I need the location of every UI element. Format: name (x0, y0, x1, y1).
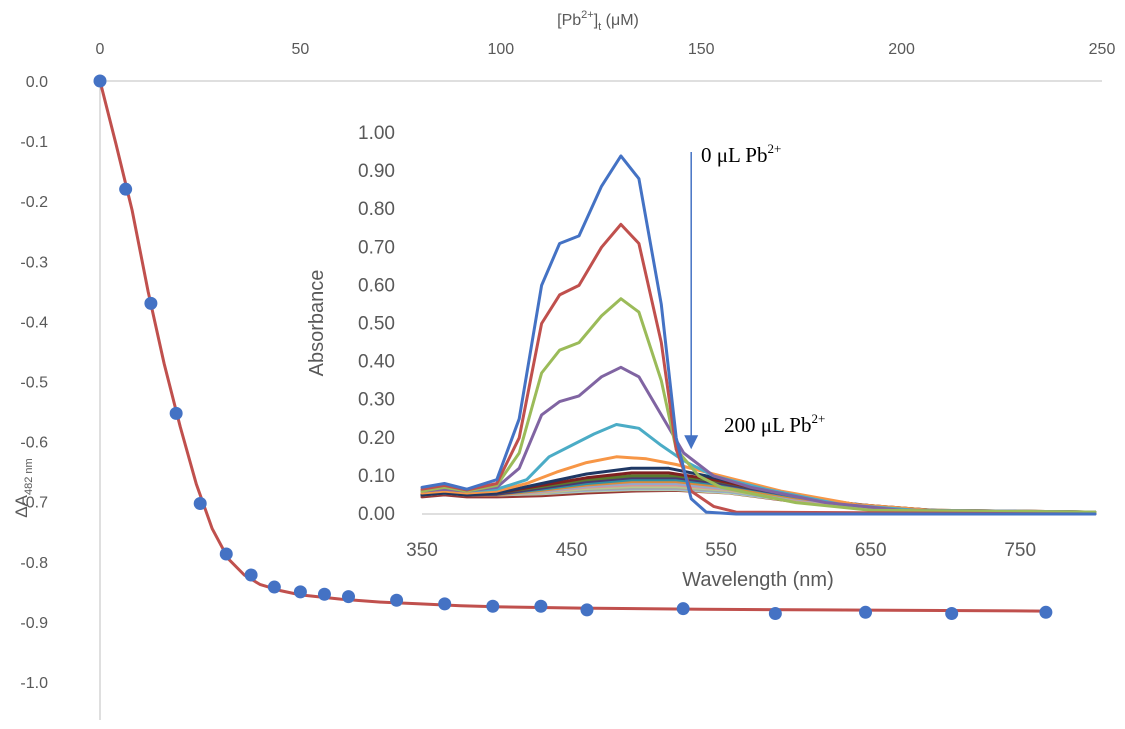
annotation-start: 0 μL Pb2+ (701, 141, 781, 167)
inset-y-tick-label: 0.40 (358, 352, 395, 373)
outer-y-tick-label: -0.5 (20, 375, 48, 392)
data-point (193, 497, 207, 511)
inset-y-tick-label: 0.00 (358, 504, 395, 525)
outer-y-tick-label: -0.1 (20, 134, 48, 151)
outer-x-tick-label: 150 (688, 41, 715, 58)
data-point (486, 599, 500, 613)
inset-chart: 350 450 550 650 750 0.00 0.10 0.20 0.30 0.40 0.50 0… (306, 119, 1097, 591)
inset-x-tick-label: 450 (556, 540, 588, 561)
outer-x-tick-label: 50 (292, 41, 310, 58)
decrease-arrow-head (684, 435, 699, 450)
inset-y-tick-label: 0.30 (358, 390, 395, 411)
data-point (341, 590, 355, 604)
outer-y-tick-label: -1.0 (20, 675, 48, 692)
spectrum-line (420, 222, 1097, 516)
data-point (676, 602, 690, 616)
inset-y-tick-label: 0.60 (358, 275, 395, 296)
outer-y-tick-label: -0.2 (20, 194, 48, 211)
spectrum-line (420, 297, 1097, 514)
outer-y-tick-label: -0.7 (20, 495, 48, 512)
inset-y-tick-label: 0.80 (358, 199, 395, 220)
outer-y-tick-label: -0.9 (20, 615, 48, 632)
data-point (390, 593, 404, 607)
data-point (119, 182, 133, 196)
inset-y-tick-label: 0.20 (358, 428, 395, 449)
data-point (267, 580, 281, 594)
data-point (93, 74, 107, 88)
inset-x-tick-label: 650 (855, 540, 887, 561)
spectrum-line (420, 365, 1097, 514)
inset-x-axis-title: Wavelength (nm) (682, 569, 834, 591)
outer-x-axis-title: [Pb2+]t (μM) (557, 9, 639, 33)
inset-y-axis-title: Absorbance (306, 270, 328, 377)
fit-curve (98, 80, 1046, 613)
data-point (1039, 605, 1053, 619)
inset-x-tick-label: 550 (705, 540, 737, 561)
data-point (859, 605, 873, 619)
outer-y-axis-title: ΔA482 nm (12, 458, 35, 517)
outer-x-tick-label: 250 (1089, 41, 1116, 58)
outer-y-tick-label: -0.6 (20, 435, 48, 452)
data-point (144, 296, 158, 310)
inset-y-tick-label: 1.00 (358, 123, 395, 144)
data-point (768, 606, 782, 620)
data-point (219, 547, 233, 561)
outer-y-tick-label: -0.4 (20, 314, 48, 331)
spectrum-line (420, 455, 1097, 514)
inset-plot-area (422, 119, 1095, 514)
inset-x-tick-label: 750 (1004, 540, 1036, 561)
spectrum-line (420, 154, 1097, 516)
inset-y-tick-label: 0.10 (358, 466, 395, 487)
inset-x-tick-label: 350 (406, 540, 438, 561)
outer-y-tick-label: -0.8 (20, 555, 48, 572)
inset-y-tick-label: 0.90 (358, 161, 395, 182)
outer-y-tick-label: 0.0 (26, 74, 48, 91)
outer-x-tick-label: 0 (96, 41, 105, 58)
outer-x-tick-label: 200 (888, 41, 915, 58)
data-point (438, 597, 452, 611)
data-point (534, 599, 548, 613)
data-point (293, 585, 307, 599)
inset-y-tick-label: 0.50 (358, 314, 395, 335)
data-point (580, 603, 594, 617)
inset-y-tick-label: 0.70 (358, 237, 395, 258)
data-point (244, 568, 258, 582)
data-point (169, 406, 183, 420)
outer-x-tick-label: 100 (487, 41, 514, 58)
outer-y-tick-label: -0.3 (20, 254, 48, 271)
outer-chart: 0 50 100 150 200 250 0.0 -0.1 -0.2 -0.3 -0.4 -0.5 -0… (12, 9, 1115, 720)
data-point (317, 587, 331, 601)
annotation-end: 200 μL Pb2+ (724, 411, 825, 437)
data-point (945, 606, 959, 620)
